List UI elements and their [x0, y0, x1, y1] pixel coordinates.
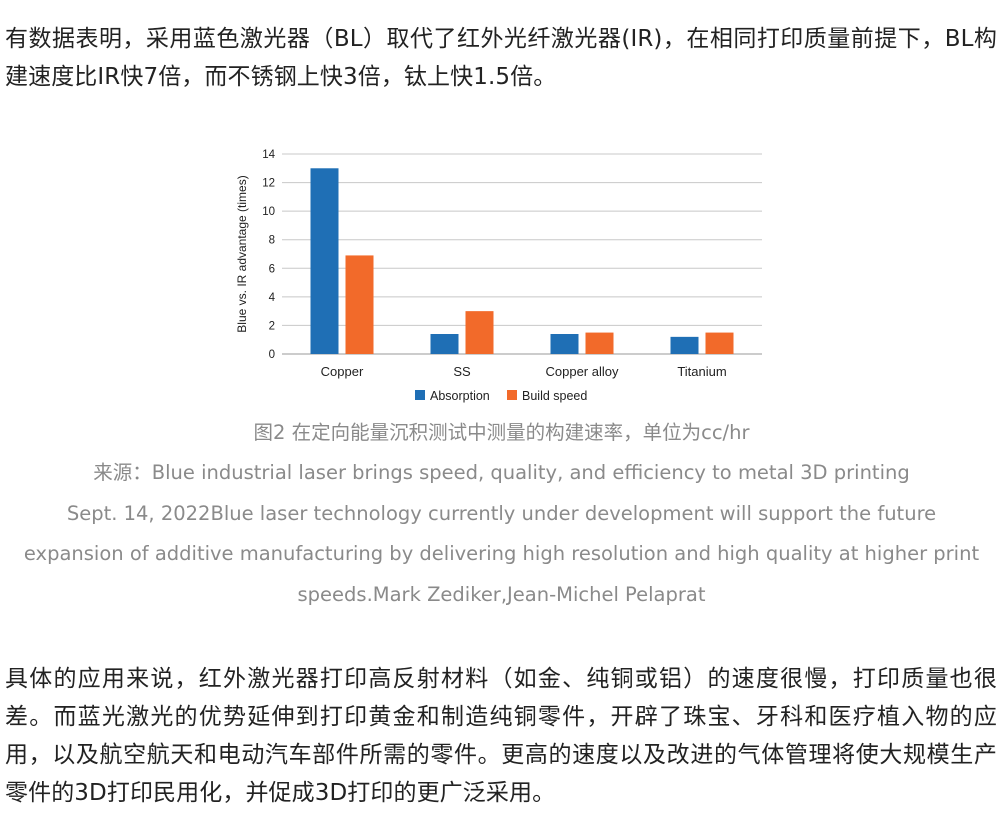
legend-swatch: [415, 390, 425, 400]
x-tick-label: Copper alloy: [546, 364, 619, 379]
bar: [585, 332, 614, 354]
y-tick-label: 6: [269, 263, 275, 275]
bar: [430, 334, 459, 354]
y-tick-label: 10: [262, 206, 275, 218]
x-tick-label: Titanium: [677, 364, 726, 379]
x-tick-label: Copper: [321, 364, 364, 379]
chart-bars: [310, 168, 734, 354]
y-tick-label: 14: [262, 149, 275, 161]
bar: [705, 332, 734, 354]
bar: [465, 311, 494, 354]
y-tick-label: 4: [269, 292, 276, 304]
source-line: Sept. 14, 2022Blue laser technology curr…: [66, 501, 937, 525]
x-tick-label: SS: [453, 364, 471, 379]
y-tick-label: 2: [269, 320, 275, 332]
y-axis-label: Blue vs. IR advantage (times): [235, 175, 249, 332]
y-tick-label: 8: [269, 235, 275, 247]
bar: [310, 168, 339, 354]
legend-swatch: [507, 390, 517, 400]
source-line: 来源：Blue industrial laser brings speed, q…: [93, 461, 910, 484]
y-tick-label: 12: [262, 178, 275, 190]
legend-label: Build speed: [522, 389, 587, 403]
figure-caption: 图2 在定向能量沉积测试中测量的构建速率，单位为cc/hr: [253, 421, 750, 444]
bar: [345, 255, 374, 354]
source-citation: 来源：Blue industrial laser brings speed, q…: [0, 453, 1003, 615]
y-tick-label: 0: [269, 349, 275, 361]
application-paragraph: 具体的应用来说，红外激光器打印高反射材料（如金、纯铜或铝）的速度很慢，打印质量也…: [5, 666, 997, 806]
intro-paragraph: 有数据表明，采用蓝色激光器（BL）取代了红外光纤激光器(IR)，在相同打印质量前…: [5, 26, 997, 90]
chart-tick-labels: 0 2 4 6 8 10 12 14 Copper SS Copper alloy Titanium: [262, 149, 726, 379]
source-line: speeds.Mark Zediker,Jean-Michel Pelaprat: [297, 582, 706, 606]
legend-label: Absorption: [430, 389, 490, 403]
source-line: expansion of additive manufacturing by d…: [23, 542, 980, 565]
chart-legend: Absorption Build speed: [415, 389, 587, 403]
bar: [550, 334, 579, 354]
chart-gridlines: [282, 153, 762, 355]
bar: [670, 336, 699, 354]
